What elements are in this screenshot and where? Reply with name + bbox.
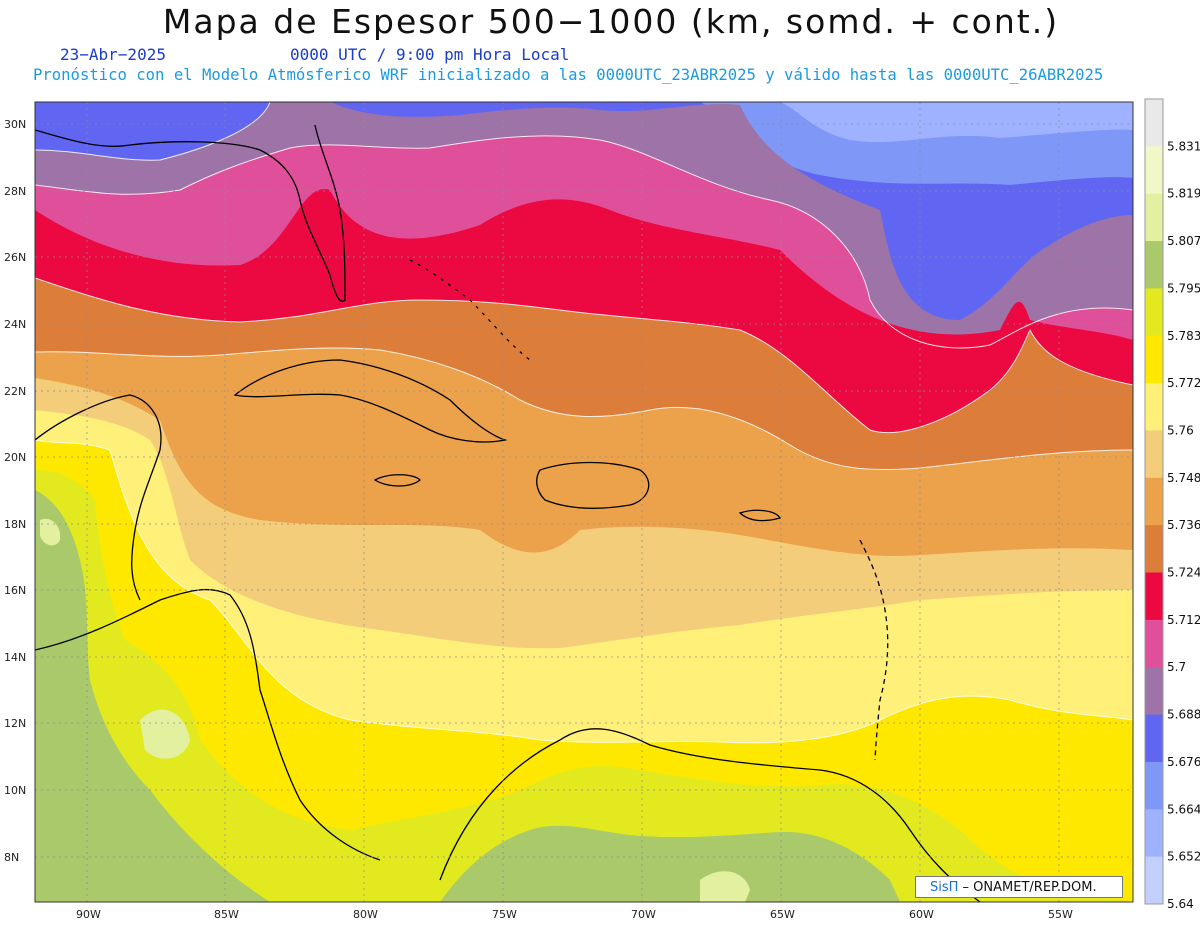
lat-label: 18N <box>4 518 26 531</box>
colorbar-label: 5.652 <box>1167 850 1200 864</box>
colorbar-swatch <box>1145 241 1163 289</box>
lat-label: 12N <box>4 717 26 730</box>
coast-puerto-rico <box>738 509 782 522</box>
coast-central-america <box>35 588 381 861</box>
colorbar-frame <box>1144 98 1164 905</box>
colorbar-swatch <box>1145 856 1163 905</box>
lon-axis: 90W 85W 80W 75W 70W 65W 60W 55W <box>76 908 1073 921</box>
colorbar-swatch <box>1145 383 1163 431</box>
lat-label: 22N <box>4 385 26 398</box>
coast-jamaica <box>373 474 421 487</box>
lat-label: 8N <box>4 851 19 864</box>
lon-label: 70W <box>631 908 656 921</box>
map-frame <box>34 101 1134 903</box>
coast-bahamas <box>409 259 531 361</box>
lon-label: 85W <box>214 908 239 921</box>
lat-label: 20N <box>4 451 26 464</box>
lat-lon-grid <box>35 102 1133 902</box>
lat-label: 14N <box>4 651 26 664</box>
colorbar-label: 5.783 <box>1167 329 1200 343</box>
colorbar-label: 5.64 <box>1167 897 1194 911</box>
coast-yucatan <box>35 394 162 601</box>
date-label: 23−Abr−2025 <box>60 45 166 64</box>
lat-label: 10N <box>4 784 26 797</box>
lat-axis: 30N 28N 26N 24N 22N 20N 18N 16N 14N 12N … <box>4 118 26 864</box>
time-label: 0000 UTC / 9:00 pm Hora Local <box>290 45 570 64</box>
coast-hispaniola <box>536 461 650 509</box>
lon-label: 90W <box>76 908 101 921</box>
lat-label: 16N <box>4 584 26 597</box>
band-5783 <box>35 470 1133 902</box>
lat-label: 26N <box>4 251 26 264</box>
coast-cuba <box>233 359 508 443</box>
colorbar-label: 5.676 <box>1167 755 1200 769</box>
colorbar-label: 5.664 <box>1167 802 1200 816</box>
colorbar-swatch <box>1145 761 1163 810</box>
coast-lesser-antilles <box>859 539 889 761</box>
lat-label: 24N <box>4 318 26 331</box>
lon-label: 65W <box>770 908 795 921</box>
colorbar-swatch <box>1145 619 1163 668</box>
lon-label: 55W <box>1048 908 1073 921</box>
colorbar-swatch <box>1145 288 1163 337</box>
colorbar-label: 5.795 <box>1167 281 1200 295</box>
colorbar-label: 5.7 <box>1167 660 1186 674</box>
lat-label: 28N <box>4 185 26 198</box>
colorbar-swatch <box>1145 193 1163 242</box>
colorbar-swatch <box>1145 667 1163 716</box>
colorbar-label: 5.819 <box>1167 187 1200 201</box>
colorbar-label: 5.688 <box>1167 708 1200 722</box>
credit-box: SisΠ – ONAMET/REP.DOM. <box>915 876 1123 898</box>
colorbar-label: 5.831 <box>1167 139 1200 153</box>
band-5795 <box>35 490 900 902</box>
colorbar-swatch <box>1145 99 1163 147</box>
colorbar-swatch <box>1145 572 1163 621</box>
coast-south-america <box>439 728 981 902</box>
credit-text: – ONAMET/REP.DOM. <box>958 880 1097 895</box>
colorbar-swatch <box>1145 430 1163 479</box>
lat-label: 30N <box>4 118 26 131</box>
colorbar-label: 5.748 <box>1167 471 1200 485</box>
map-title: Mapa de Espesor 500−1000 (km, somd. + co… <box>162 2 1060 41</box>
lon-label: 60W <box>909 908 934 921</box>
coast-usa <box>35 124 346 302</box>
forecast-info-label: Pronóstico con el Modelo Atmósferico WRF… <box>33 66 1104 84</box>
colorbar-label: 5.724 <box>1167 566 1200 580</box>
colorbar-label: 5.772 <box>1167 376 1200 390</box>
colorbar: 5.831 5.819 5.807 5.795 5.783 5.772 5.76 5.748 5… <box>1144 98 1200 911</box>
colorbar-label: 5.712 <box>1167 613 1200 627</box>
colorbar-swatch <box>1145 525 1163 574</box>
colorbar-swatch <box>1145 146 1163 195</box>
colorbar-swatch <box>1145 477 1163 526</box>
sispi-logo: SisΠ <box>930 880 959 895</box>
lon-label: 75W <box>492 908 517 921</box>
colorbar-swatch <box>1145 714 1163 763</box>
colorbar-swatch <box>1145 809 1163 858</box>
map-plot-area <box>35 102 1133 902</box>
colorbar-label: 5.76 <box>1167 423 1194 437</box>
coastlines <box>35 124 981 902</box>
colorbar-swatch <box>1145 335 1163 384</box>
colorbar-label: 5.807 <box>1167 234 1200 248</box>
colorbar-label: 5.736 <box>1167 518 1200 532</box>
lon-label: 80W <box>353 908 378 921</box>
